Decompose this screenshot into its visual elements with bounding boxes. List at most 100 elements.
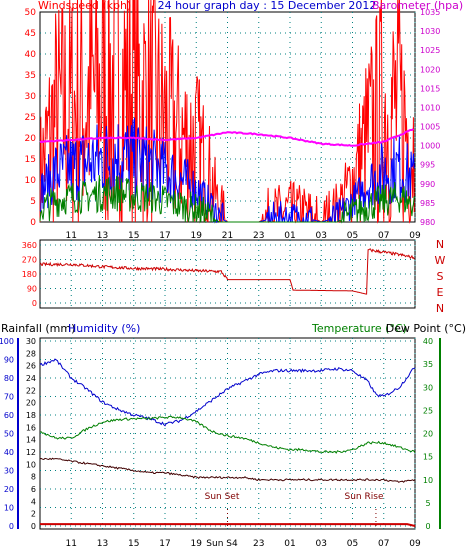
compass-label: N (436, 238, 444, 251)
compass-label: E (437, 286, 444, 299)
humidity-tick-label: 70 (4, 393, 14, 402)
humidity-time-tick-label: 15 (128, 539, 139, 549)
barometer-tick-label: 1025 (420, 46, 440, 55)
sunset-label: Sun Set (205, 492, 240, 502)
humidity-time-tick-label: 05 (347, 539, 358, 549)
wind-time-tick-label: 03 (316, 231, 327, 241)
barometer-line (39, 128, 414, 147)
humidity-tick-label: 60 (4, 411, 14, 420)
wind-time-tick-label: 11 (66, 231, 77, 241)
wind-time-tick-label: 05 (347, 231, 358, 241)
barometer-tick-label: 1015 (420, 84, 440, 93)
humidity-tick-label: 80 (4, 374, 14, 383)
series-lines (39, 0, 416, 527)
barometer-tick-label: 980 (420, 218, 435, 227)
wind-time-tick-label: 07 (378, 231, 389, 241)
wind-time-tick-label: 09 (409, 231, 421, 241)
chart-title: 24 hour graph day : 15 December 2012 (158, 0, 377, 12)
wind-time-tick-label: 13 (97, 231, 108, 241)
wind-low-line (39, 175, 415, 224)
direction-tick-label: 90 (27, 285, 37, 294)
wind-time-tick-label: 01 (284, 231, 295, 241)
barometer-tick-label: 1035 (420, 8, 440, 17)
rainfall-tick-label: 12 (26, 448, 36, 457)
humidity-time-tick-label: 07 (378, 539, 389, 549)
compass-label: S (437, 270, 444, 283)
direction-tick-label: 360 (22, 241, 37, 250)
temperature-line (39, 415, 416, 454)
sunrise-label: Sun Rise (345, 492, 384, 502)
barometer-tick-label: 985 (420, 199, 435, 208)
humidity-tick-label: 100 (0, 337, 14, 346)
temperature-tick-label: 5 (425, 499, 430, 508)
humidity-tick-label: 20 (4, 485, 14, 494)
rainfall-line (40, 523, 416, 527)
humidity-tick-label: 90 (4, 356, 14, 365)
barometer-tick-label: 990 (420, 180, 435, 189)
humidity-time-tick-label: 11 (66, 539, 77, 549)
direction-tick-label: 180 (22, 270, 37, 279)
compass-label: N (436, 302, 444, 315)
windspeed-tick-label: 50 (25, 8, 37, 18)
dewpoint-line (39, 457, 416, 483)
rainfall-tick-label: 18 (26, 411, 36, 420)
humidity-tick-label: 10 (4, 504, 14, 513)
windspeed-tick-label: 30 (25, 92, 37, 102)
wind-time-tick-label: 15 (128, 231, 139, 241)
rainfall-tick-label: 28 (26, 349, 36, 358)
wind-time-tick-label: 23 (253, 231, 264, 241)
barometer-tick-label: 1005 (420, 123, 440, 132)
windspeed-tick-label: 10 (25, 176, 37, 186)
wind-time-tick-label: 19 (191, 231, 203, 241)
temperature-tick-label: 30 (423, 383, 433, 392)
temperature-tick-label: 15 (423, 453, 433, 462)
temperature-tick-label: 10 (423, 476, 433, 485)
humidity-time-tick-label: 09 (409, 539, 421, 549)
windspeed-tick-label: 40 (25, 50, 37, 60)
humidity-tick-label: 50 (4, 430, 14, 439)
humidity-time-tick-label: 23 (253, 539, 264, 549)
rainfall-tick-label: 10 (26, 460, 36, 469)
humidity-line (39, 358, 416, 427)
rainfall-tick-label: 26 (26, 362, 36, 371)
windspeed-tick-label: 15 (25, 155, 36, 165)
barometer-axis-title: Barometer (hpa) (372, 0, 463, 12)
rainfall-tick-label: 0 (31, 522, 36, 531)
humidity-tick-label: 30 (4, 467, 14, 476)
wind-direction-line (39, 248, 415, 295)
dewpoint-axis-title: Dew Point (°C) (386, 322, 466, 335)
rainfall-tick-label: 8 (31, 473, 36, 482)
windspeed-axis-title: Windspeed (kph) (38, 0, 131, 12)
humidity-time-tick-label: 01 (284, 539, 295, 549)
humidity-axis-title: Humidity (%) (68, 322, 140, 335)
rainfall-axis-title: Rainfall (mm) (1, 322, 75, 335)
temperature-tick-label: 40 (423, 337, 433, 346)
barometer-tick-label: 1030 (420, 27, 440, 36)
barometer-tick-label: 1000 (420, 142, 440, 151)
humidity-time-tick-label: 17 (159, 539, 170, 549)
axis-labels: 0510152025303540455098098599099510001005… (0, 8, 446, 549)
humidity-time-tick-label: 19 (191, 539, 203, 549)
windspeed-tick-label: 5 (30, 197, 36, 207)
windspeed-tick-label: 35 (25, 71, 36, 81)
windspeed-tick-label: 45 (25, 29, 36, 39)
rainfall-tick-label: 14 (26, 436, 36, 445)
direction-tick-label: 270 (22, 256, 37, 265)
barometer-tick-label: 1010 (420, 103, 440, 112)
rainfall-tick-label: 20 (26, 399, 36, 408)
direction-tick-label: 0 (32, 299, 37, 308)
temperature-tick-label: 25 (423, 406, 433, 415)
barometer-tick-label: 995 (420, 161, 435, 170)
rainfall-tick-label: 22 (26, 386, 36, 395)
rainfall-tick-label: 6 (31, 485, 36, 494)
rainfall-tick-label: 16 (26, 423, 36, 432)
windspeed-tick-label: 0 (30, 218, 36, 228)
windspeed-tick-label: 25 (25, 113, 36, 123)
rainfall-tick-label: 4 (31, 497, 36, 506)
temperature-tick-label: 35 (423, 360, 433, 369)
compass-label: W (435, 254, 446, 267)
rainfall-tick-label: 30 (26, 337, 36, 346)
rainfall-tick-label: 24 (26, 374, 36, 383)
temperature-axis-title: Temperature (°C) (311, 322, 407, 335)
